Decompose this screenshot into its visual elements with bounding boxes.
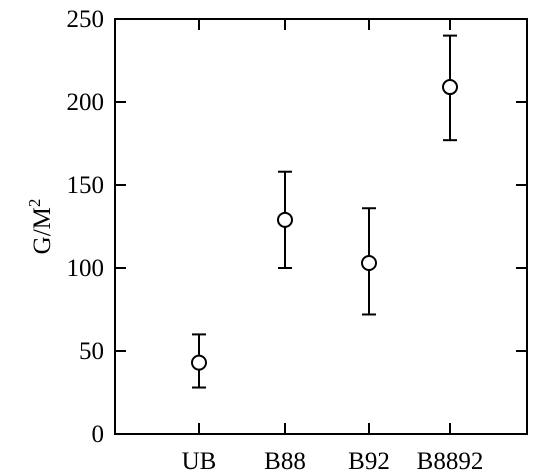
data-point (277, 211, 293, 228)
data-point (361, 255, 377, 272)
x-tick-label: B88 (264, 448, 306, 475)
x-tick-labels: UB B88 B92 B8892 (182, 448, 484, 475)
x-axis-ticks (198, 19, 451, 434)
y-tick-labels: 0 50 100 150 200 250 (67, 6, 105, 448)
series-points (191, 34, 458, 389)
plot-frame (114, 18, 528, 435)
data-point (442, 79, 458, 96)
y-axis-title-superscript: 2 (25, 199, 44, 208)
x-tick-label: B8892 (417, 448, 484, 475)
data-point (191, 354, 207, 371)
y-tick-label: 200 (67, 89, 105, 116)
y-tick-label: 250 (67, 6, 105, 33)
y-tick-label: 0 (92, 421, 105, 448)
y-tick-label: 50 (79, 338, 104, 365)
y-axis-title-text: G/M (29, 207, 56, 254)
x-tick-label: B92 (348, 448, 390, 475)
x-tick-label: UB (182, 448, 217, 475)
y-tick-label: 150 (67, 172, 105, 199)
y-axis-title: G/M2 (25, 199, 56, 255)
y-axis-ticks (115, 18, 527, 435)
y-tick-label: 100 (67, 255, 105, 282)
